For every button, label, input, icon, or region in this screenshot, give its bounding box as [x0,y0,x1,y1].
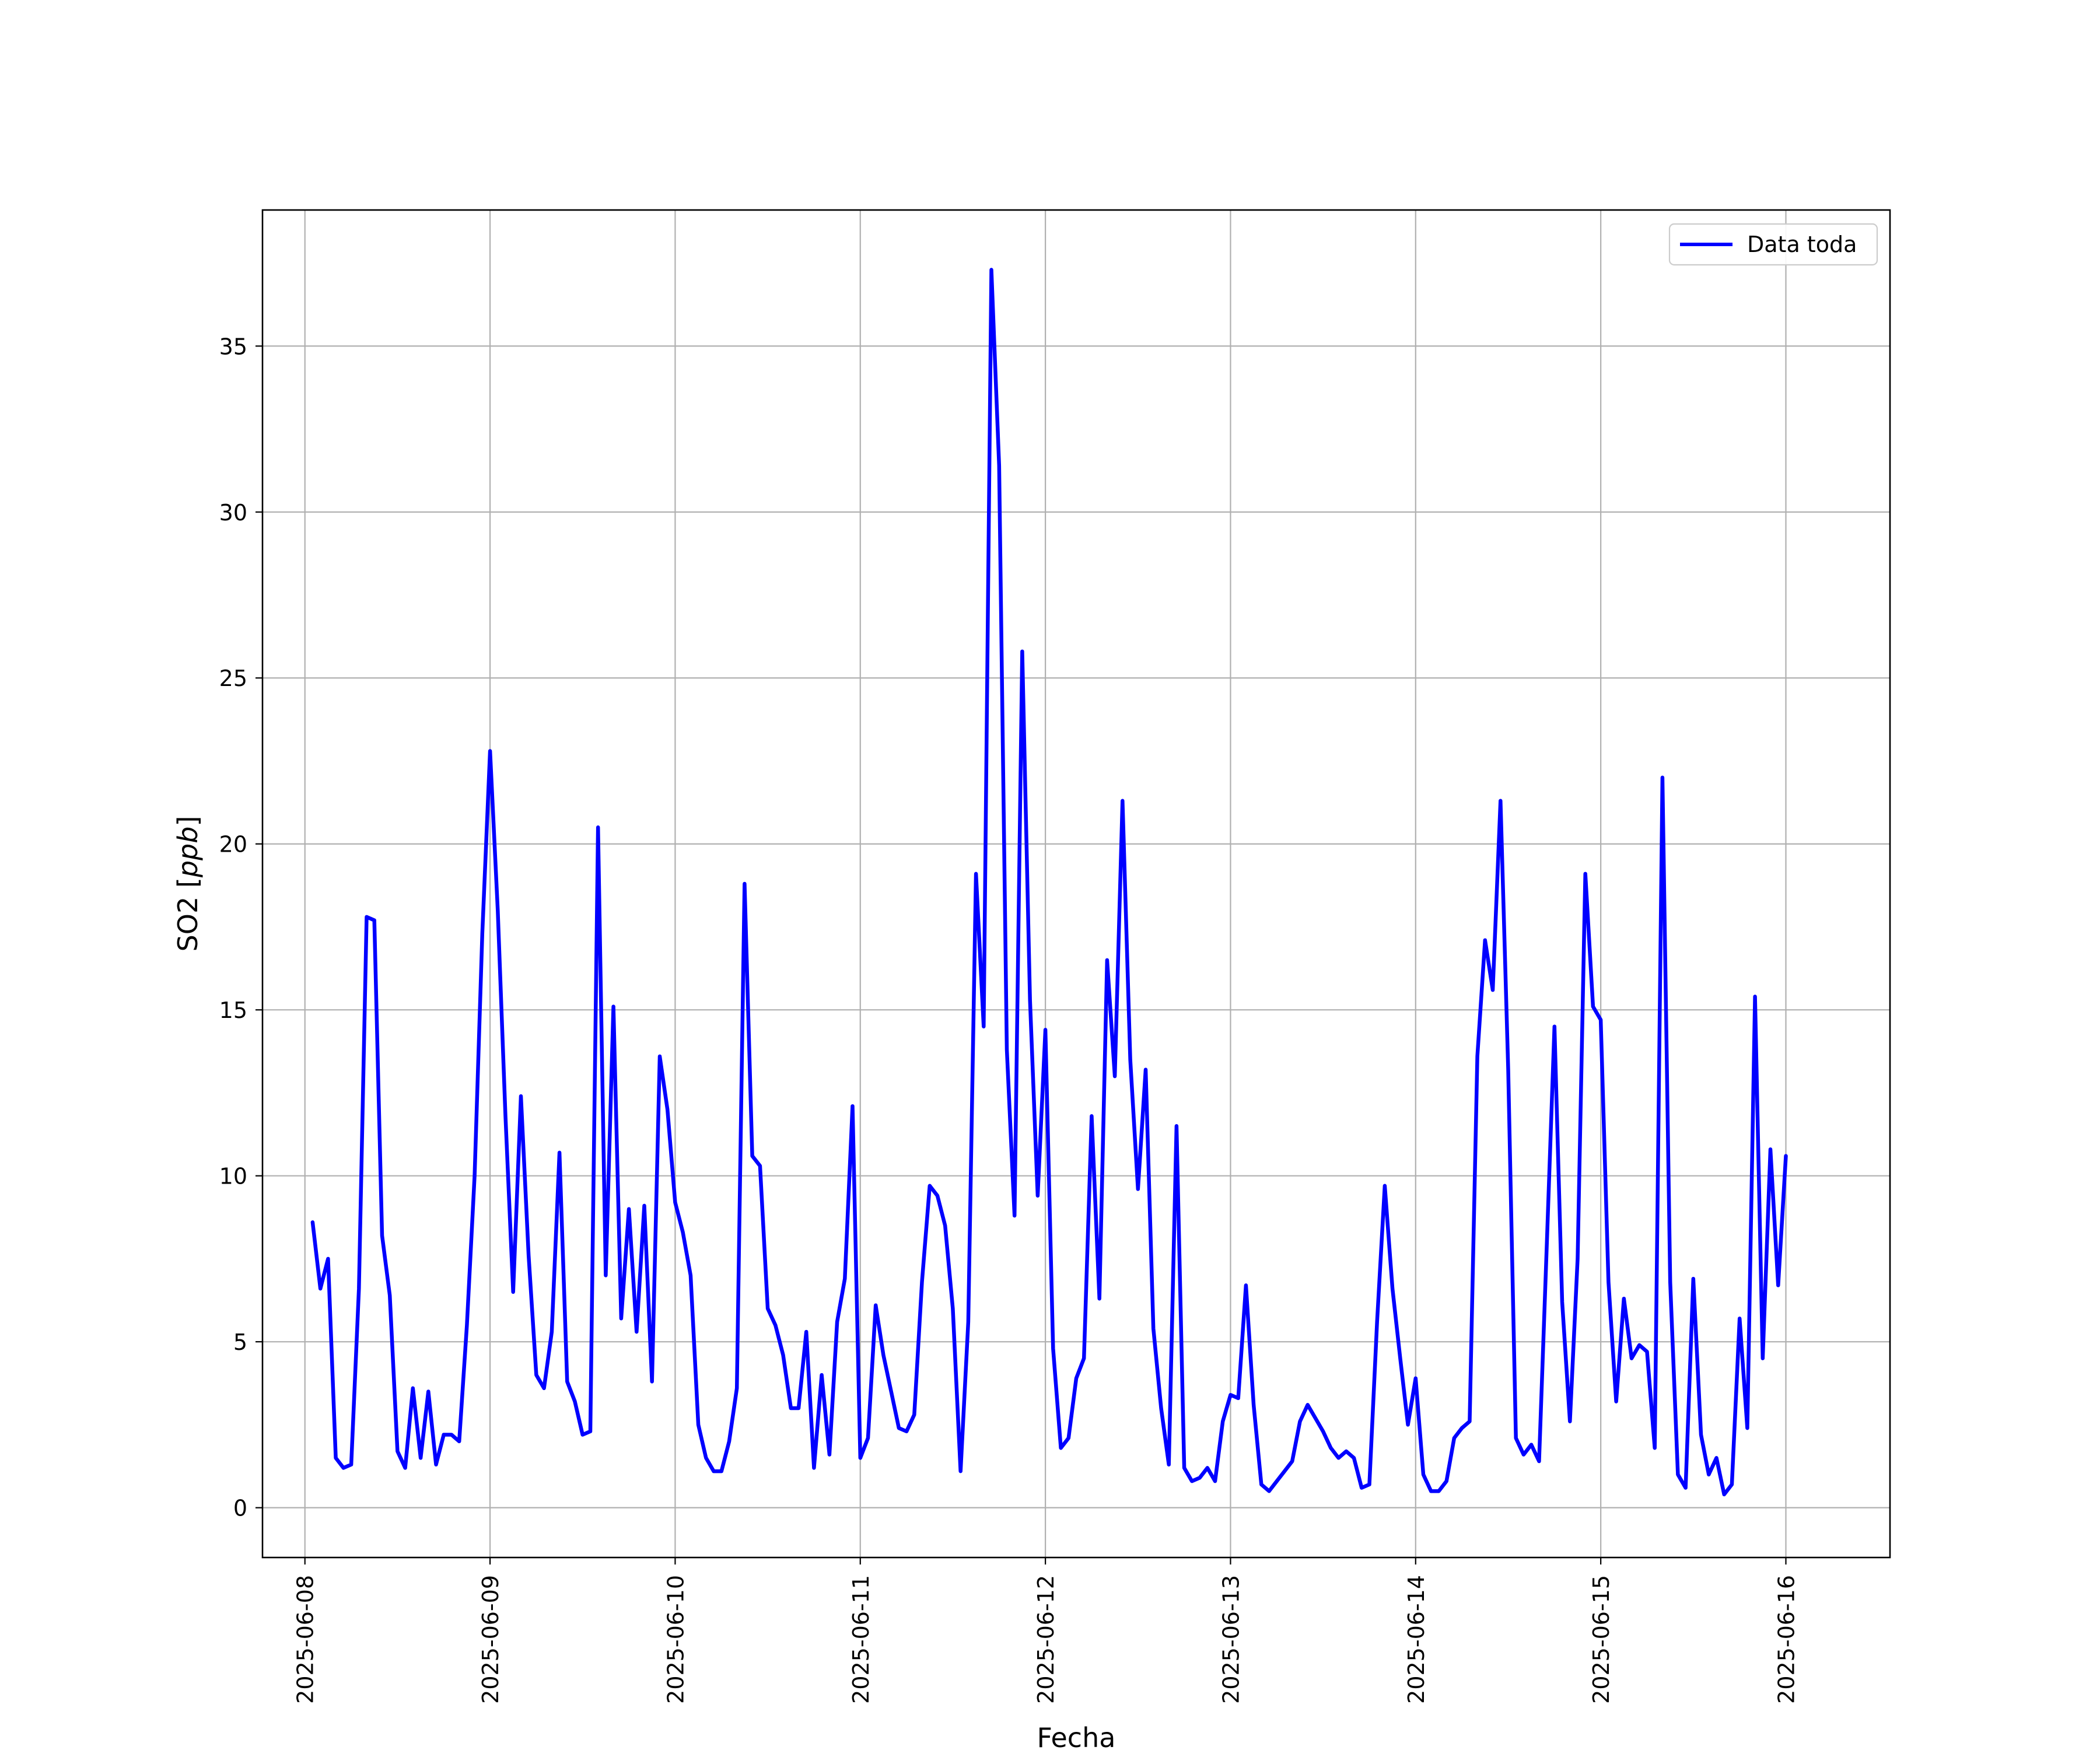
y-axis-label: SO2 [ppb] [172,816,204,952]
x-tick-label: 2025-06-10 [663,1575,688,1704]
y-tick-label: 10 [219,1164,247,1189]
y-tick-label: 15 [219,998,247,1023]
y-ticks: 0 5 10 15 20 25 30 35 [219,334,262,1521]
x-tick-label: 2025-06-11 [848,1575,874,1704]
y-tick-label: 25 [219,666,247,691]
y-tick-label: 20 [219,832,247,858]
x-gridlines [304,210,1787,1558]
legend-label: Data toda [1747,232,1857,257]
y-axis-label-unit: ppb [172,827,204,878]
y-tick-label: 35 [219,334,247,359]
series-line [310,268,1788,1497]
x-tick-label: 2025-06-09 [478,1575,503,1704]
series-layer [310,268,1788,1497]
x-ticks: 2025-06-08 2025-06-09 2025-06-10 2025-06-11… [293,1558,1799,1704]
legend: Data toda [1668,223,1878,266]
y-tick-label: 5 [233,1329,247,1355]
x-tick-label: 2025-06-13 [1218,1575,1244,1704]
y-axis-label-close: ] [172,816,204,827]
x-axis-label: Fecha [1037,1722,1116,1750]
x-tick-label: 2025-06-08 [293,1575,318,1704]
y-tick-label: 0 [233,1496,247,1521]
x-tick-label: 2025-06-12 [1033,1575,1059,1704]
y-axis-label-main: SO2 [ [172,877,204,951]
plot-frame [261,209,1891,1559]
x-tick-label: 2025-06-16 [1773,1575,1799,1704]
x-tick-label: 2025-06-14 [1404,1575,1429,1704]
x-tick-label: 2025-06-15 [1588,1575,1614,1704]
legend-box [1668,223,1878,266]
y-tick-label: 30 [219,500,247,526]
